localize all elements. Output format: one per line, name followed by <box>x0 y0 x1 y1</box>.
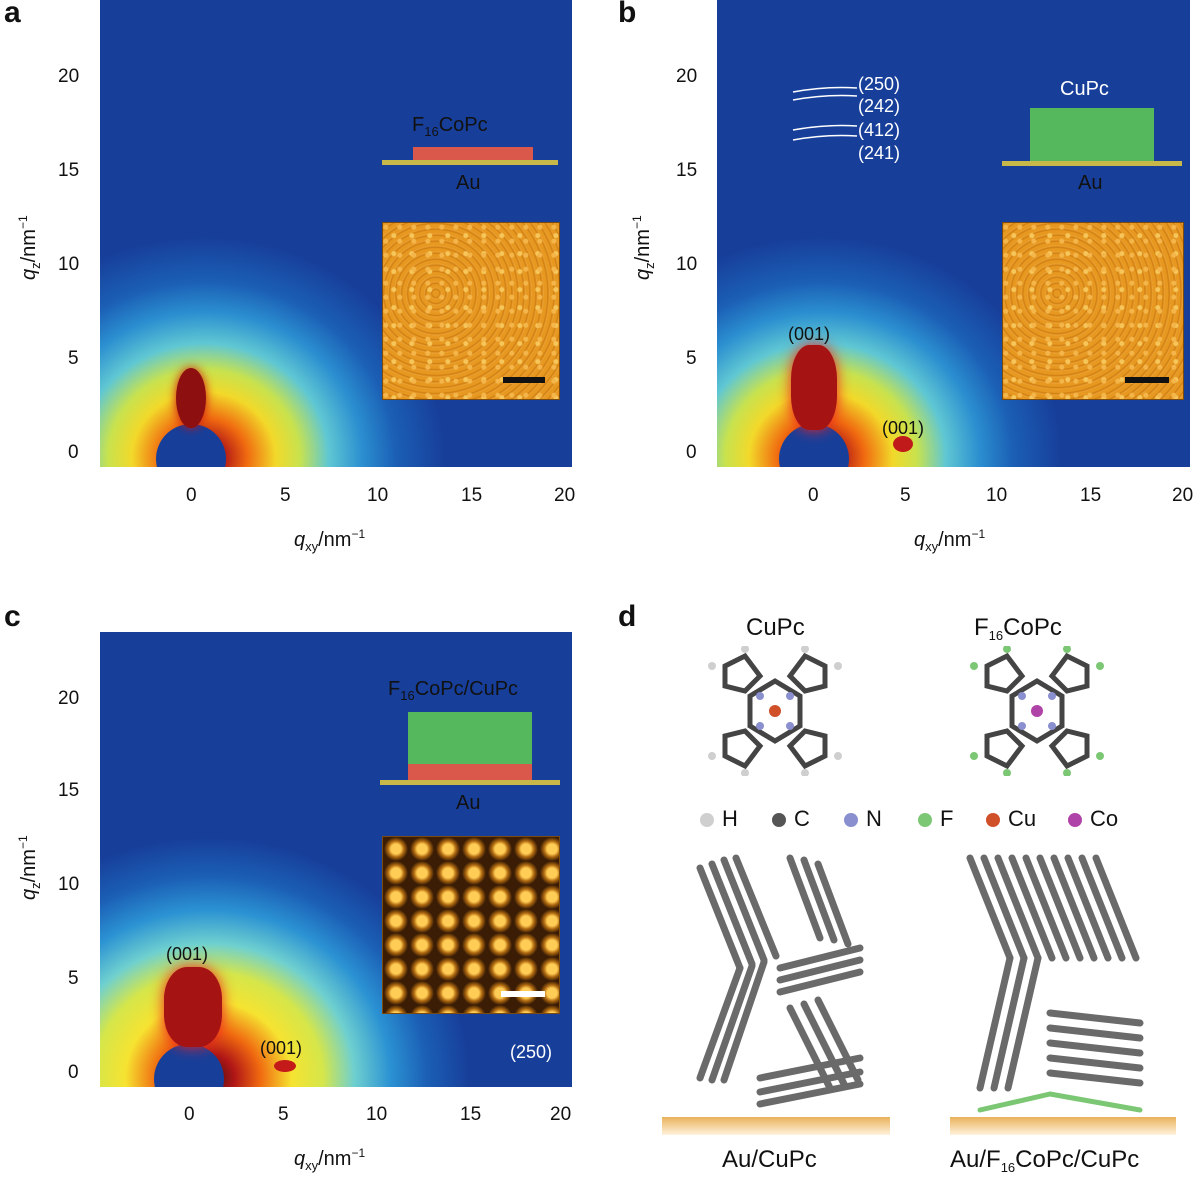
x-tick: 5 <box>900 485 911 506</box>
y-tick: 5 <box>686 348 697 369</box>
peak-001-inplane <box>274 1060 296 1072</box>
film-f16copc <box>413 147 533 160</box>
film-cupc <box>408 712 532 764</box>
label-au-cupc: Au/CuPc <box>722 1146 817 1173</box>
x-tick: 15 <box>460 1104 482 1125</box>
beamstop <box>156 424 226 467</box>
scale-bar <box>1125 377 1169 383</box>
x-tick: 5 <box>280 485 291 506</box>
y-tick: 15 <box>676 160 698 181</box>
peak-label-001-side: (001) <box>882 418 925 438</box>
diffraction-arcs <box>792 86 858 141</box>
substrate-au-left <box>662 1117 890 1135</box>
peak-specular <box>176 368 206 428</box>
peak-001-inplane <box>893 436 913 452</box>
peak-label-001-side: (001) <box>260 1038 303 1058</box>
peak-label-250: (250) <box>510 1042 553 1062</box>
inset-schematic <box>382 147 558 167</box>
stacking-au-f16copc-cupc <box>966 854 1144 1113</box>
cupc-molecule <box>708 646 842 776</box>
peak-label-001-top: (001) <box>788 324 831 344</box>
panel-letter-d: d <box>618 600 637 633</box>
legend-item-h: H <box>700 806 738 832</box>
x-axis-title-a: qxy/nm−1 <box>294 527 366 554</box>
y-axis-title-c: qz/nm−1 <box>16 835 43 900</box>
scale-bar <box>503 377 545 383</box>
x-tick: 15 <box>1080 485 1102 506</box>
x-tick: 10 <box>986 485 1008 506</box>
x-tick: 15 <box>461 485 483 506</box>
giwaxs-plot-b <box>717 0 1190 467</box>
y-axis-title-b: qz/nm−1 <box>630 215 657 280</box>
film-label-b: CuPc <box>1060 78 1109 100</box>
legend-item-n: N <box>844 806 882 832</box>
substrate-au <box>1002 161 1182 166</box>
giwaxs-plot-a <box>100 0 572 467</box>
x-tick: 0 <box>184 1104 195 1125</box>
y-tick: 10 <box>58 874 80 895</box>
beamstop <box>779 424 849 467</box>
peak-label-242: (242) <box>858 96 901 116</box>
molecule-title-f16copc: F16CoPc <box>974 614 1062 643</box>
x-axis-title-c: qxy/nm−1 <box>294 1146 366 1173</box>
substrate-label-b: Au <box>1078 172 1103 194</box>
panel-letter-c: c <box>4 600 21 633</box>
y-tick: 15 <box>58 780 80 801</box>
y-tick: 10 <box>58 254 80 275</box>
x-tick: 0 <box>186 485 197 506</box>
y-tick: 5 <box>68 968 79 989</box>
x-tick: 5 <box>278 1104 289 1125</box>
y-axis-title-a: qz/nm−1 <box>16 215 43 280</box>
inset-schematic <box>380 712 560 792</box>
f16copc-molecule <box>970 646 1104 776</box>
panel-letter-b: b <box>618 0 637 29</box>
substrate-label-c: Au <box>456 792 481 814</box>
substrate-au <box>382 160 558 165</box>
legend-item-c: C <box>772 806 810 832</box>
peak-001-vertical <box>164 967 222 1047</box>
legend-item-cu: Cu <box>986 806 1036 832</box>
beamstop <box>154 1044 224 1087</box>
y-tick: 10 <box>676 254 698 275</box>
peak-label-241: (241) <box>858 143 901 163</box>
film-label-a: F16CoPc <box>412 114 488 139</box>
y-tick: 20 <box>58 66 80 87</box>
y-tick: 20 <box>58 688 80 709</box>
legend-item-f: F <box>918 806 953 832</box>
x-tick: 20 <box>1172 485 1194 506</box>
peak-label-001-top: (001) <box>166 944 209 964</box>
scale-bar <box>501 991 545 997</box>
label-au-f16copc-cupc: Au/F16CoPc/CuPc <box>950 1146 1140 1175</box>
substrate-label-a: Au <box>456 172 481 194</box>
y-tick: 20 <box>676 66 698 87</box>
y-tick: 0 <box>686 442 697 463</box>
afm-inset-a <box>382 222 560 400</box>
y-tick: 5 <box>68 348 79 369</box>
film-label-c: F16CoPc/CuPc <box>388 678 519 703</box>
giwaxs-plot-c <box>100 632 572 1087</box>
afm-inset-c <box>382 836 560 1014</box>
x-tick: 20 <box>550 1104 572 1125</box>
substrate-au <box>380 780 560 785</box>
y-tick: 0 <box>68 1062 79 1083</box>
film-cupc <box>1030 108 1154 161</box>
y-tick: 0 <box>68 442 79 463</box>
molecule-title-cupc: CuPc <box>746 614 805 641</box>
peak-001-vertical <box>791 345 837 430</box>
y-tick: 15 <box>58 160 80 181</box>
legend-item-co: Co <box>1068 806 1118 832</box>
film-f16copc <box>408 764 532 780</box>
x-tick: 0 <box>808 485 819 506</box>
stacking-au-cupc <box>696 854 864 1108</box>
peak-label-412: (412) <box>858 120 901 140</box>
x-axis-title-b: qxy/nm−1 <box>914 527 986 554</box>
inset-schematic <box>1002 108 1182 168</box>
x-tick: 10 <box>367 485 389 506</box>
x-tick: 20 <box>554 485 576 506</box>
peak-label-250: (250) <box>858 74 901 94</box>
x-tick: 10 <box>366 1104 388 1125</box>
panel-letter-a: a <box>4 0 21 29</box>
substrate-au-right <box>950 1117 1176 1135</box>
afm-inset-b <box>1002 222 1184 400</box>
